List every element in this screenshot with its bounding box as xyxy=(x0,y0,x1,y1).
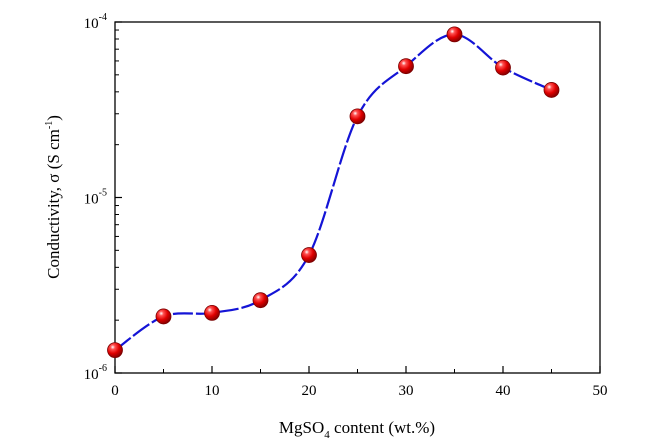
tick-labels: 0 10 20 30 40 50 10-6 10-5 10-4 xyxy=(84,12,608,399)
data-point xyxy=(301,247,317,263)
x-tick-label: 0 xyxy=(111,383,119,399)
y-tick-label: 10-5 xyxy=(84,188,107,208)
y-tick-label: 10-6 xyxy=(84,363,107,383)
fit-curve xyxy=(114,33,552,352)
x-tick-label: 20 xyxy=(302,383,317,399)
data-point xyxy=(543,82,560,98)
data-point xyxy=(398,58,414,75)
data-point xyxy=(155,308,172,325)
x-axis-label: MgSO4 content (wt.%) xyxy=(279,418,435,441)
data-markers xyxy=(107,26,560,359)
x-tick-label: 10 xyxy=(205,383,220,399)
y-tick-label: 10-4 xyxy=(84,12,107,32)
data-point xyxy=(107,342,123,359)
plot-frame xyxy=(114,21,601,374)
data-point xyxy=(204,305,220,321)
data-point xyxy=(446,26,463,43)
x-tick-label: 40 xyxy=(496,383,511,399)
data-point xyxy=(252,292,269,309)
x-tick-label: 30 xyxy=(399,383,414,399)
data-point xyxy=(349,108,366,125)
axis-ticks xyxy=(114,21,601,374)
x-tick-label: 50 xyxy=(593,383,608,399)
data-point xyxy=(495,59,511,76)
y-axis-label: Conductivity, σ (S cm-1) xyxy=(44,115,63,279)
